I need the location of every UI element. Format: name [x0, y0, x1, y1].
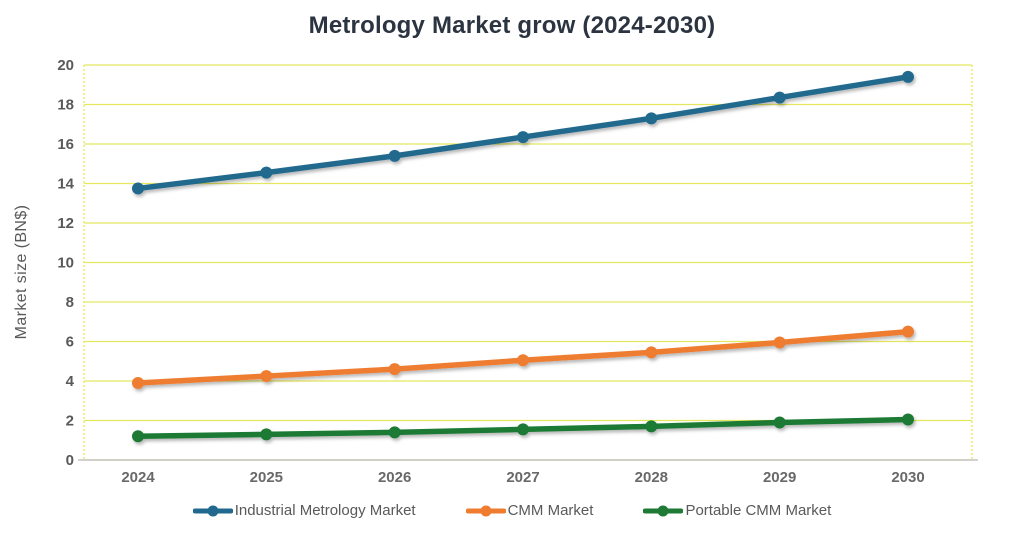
legend-item-label: Portable CMM Market	[685, 502, 832, 519]
line-marker-icon	[192, 505, 233, 516]
data-point-marker	[645, 112, 658, 125]
y-tick-label: 12	[57, 215, 74, 232]
legend-item-label: Industrial Metrology Market	[234, 502, 416, 519]
y-tick-label: 0	[66, 452, 74, 469]
legend-item-portable-cmm: Portable CMM Market	[643, 502, 831, 519]
data-point-marker	[773, 416, 786, 429]
series-industrial-metrology-market	[132, 70, 914, 195]
data-point-marker	[132, 430, 144, 443]
data-point-marker	[260, 370, 273, 383]
y-tick-label: 8	[66, 294, 74, 311]
series-portable-cmm-market	[132, 413, 914, 443]
data-point-marker	[773, 336, 786, 349]
y-tick-label: 10	[57, 255, 74, 272]
series-cmm-market	[132, 325, 914, 389]
data-point-marker	[132, 182, 144, 195]
data-point-marker	[132, 376, 144, 389]
x-tick-label: 2030	[891, 469, 924, 486]
data-point-marker	[517, 354, 529, 367]
y-tick-label: 4	[66, 373, 75, 390]
legend-item-label: CMM Market	[507, 502, 594, 519]
y-tick-label: 20	[57, 57, 74, 74]
y-axis-title: Market size (BN$)	[13, 204, 30, 340]
x-tick-label: 2027	[506, 469, 539, 486]
data-point-marker	[902, 413, 914, 426]
data-point-marker	[517, 131, 529, 144]
x-tick-label: 2026	[378, 469, 411, 486]
y-tick-label: 6	[66, 334, 74, 351]
line-marker-icon	[643, 505, 684, 516]
chart-title: Metrology Market grow (2024-2030)	[308, 12, 716, 39]
data-point-marker	[645, 420, 658, 433]
line-marker-icon	[465, 505, 506, 516]
x-tick-label: 2028	[635, 469, 668, 486]
data-point-marker	[388, 149, 401, 162]
y-tick-label: 16	[57, 136, 74, 153]
legend: Industrial Metrology Market CMM Market P…	[0, 502, 1024, 519]
x-tick-label: 2029	[763, 469, 796, 486]
x-tick-label: 2025	[250, 469, 283, 486]
x-tick-label: 2024	[121, 469, 155, 486]
data-point-marker	[260, 428, 273, 441]
y-tick-label: 2	[66, 413, 74, 430]
data-point-marker	[260, 166, 273, 179]
data-point-marker	[902, 325, 914, 338]
y-tick-label: 18	[57, 97, 74, 114]
y-tick-label: 14	[57, 176, 74, 193]
data-point-marker	[388, 426, 401, 439]
legend-item-industrial-metrology: Industrial Metrology Market	[192, 502, 416, 519]
data-point-marker	[773, 91, 786, 104]
data-point-marker	[388, 363, 401, 376]
data-point-marker	[645, 346, 658, 359]
data-point-marker	[902, 70, 914, 83]
data-point-marker	[517, 423, 529, 436]
legend-item-cmm: CMM Market	[465, 502, 594, 519]
